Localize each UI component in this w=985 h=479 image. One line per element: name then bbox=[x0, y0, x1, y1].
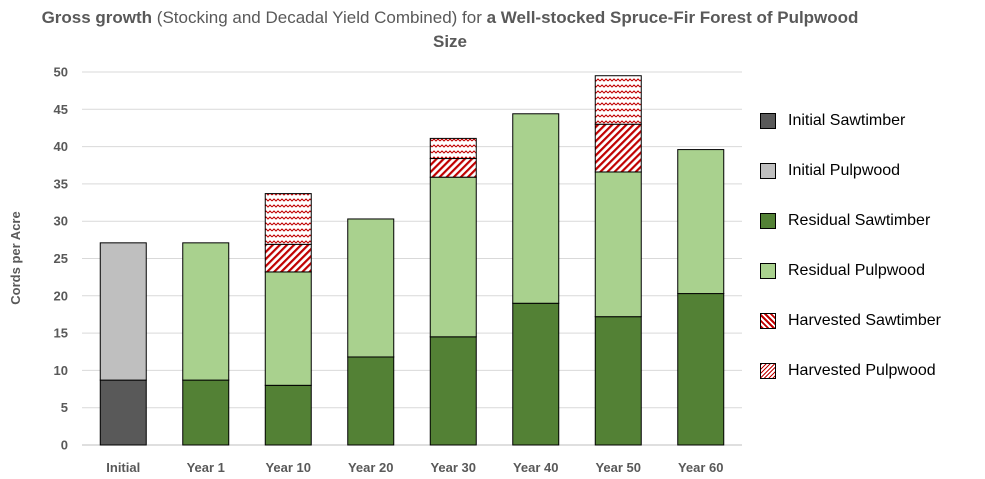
bar-segment bbox=[677, 149, 725, 295]
bar-segment bbox=[347, 218, 395, 358]
x-tick-label: Year 10 bbox=[265, 460, 311, 475]
legend-label: Harvested Pulpwood bbox=[788, 362, 936, 379]
legend-item: Harvested Sawtimber bbox=[760, 296, 941, 346]
legend-item: Initial Sawtimber bbox=[760, 96, 941, 146]
bar-segment bbox=[512, 302, 560, 446]
y-axis-ticks: 0 5 10 15 20 25 30 35 40 45 50 bbox=[54, 65, 68, 453]
x-tick-label: Year 50 bbox=[595, 460, 641, 475]
bar-segment bbox=[594, 75, 642, 125]
x-tick-label: Year 30 bbox=[430, 460, 476, 475]
legend-swatch bbox=[760, 363, 776, 379]
legend-item: Residual Sawtimber bbox=[760, 196, 941, 246]
y-tick-label: 50 bbox=[54, 65, 68, 80]
bar-segment bbox=[182, 242, 230, 381]
y-tick-label: 20 bbox=[54, 288, 68, 303]
bar-segment bbox=[429, 158, 477, 178]
bar-segment bbox=[264, 193, 312, 245]
x-tick-label: Initial bbox=[106, 460, 140, 475]
bar-segment bbox=[429, 336, 477, 446]
bar-segment bbox=[182, 379, 230, 446]
bar-segment bbox=[594, 171, 642, 318]
x-tick-label: Year 1 bbox=[187, 460, 225, 475]
bar-segment bbox=[347, 356, 395, 446]
y-tick-label: 30 bbox=[54, 214, 68, 229]
legend-label: Residual Sawtimber bbox=[788, 212, 931, 229]
bar-segment bbox=[99, 242, 147, 381]
chart-title: Gross growth (Stocking and Decadal Yield… bbox=[40, 6, 860, 54]
x-axis-ticks: Initial Year 1 Year 10 Year 20 Year 30 Year 4… bbox=[106, 460, 723, 475]
bar-segment bbox=[429, 137, 477, 160]
chart-title-regular: (Stocking and Decadal Yield Combined) fo… bbox=[152, 8, 487, 27]
legend-item: Initial Pulpwood bbox=[760, 146, 941, 196]
chart-title-bold-1: Gross growth bbox=[41, 8, 153, 27]
bar-segment bbox=[264, 271, 312, 386]
y-tick-label: 5 bbox=[61, 400, 68, 415]
legend-label: Initial Pulpwood bbox=[788, 162, 901, 179]
legend-label: Residual Pulpwood bbox=[788, 262, 925, 279]
legend-item: Harvested Pulpwood bbox=[760, 346, 941, 396]
y-tick-label: 45 bbox=[54, 102, 68, 117]
y-tick-label: 35 bbox=[54, 176, 68, 191]
y-tick-label: 25 bbox=[54, 251, 68, 266]
bar-segment bbox=[512, 113, 560, 304]
legend-swatch bbox=[760, 213, 776, 229]
legend-label: Initial Sawtimber bbox=[788, 112, 906, 129]
bar-segment bbox=[264, 384, 312, 446]
bar-segment bbox=[264, 243, 312, 273]
x-tick-label: Year 20 bbox=[348, 460, 394, 475]
legend-label: Harvested Sawtimber bbox=[788, 312, 941, 329]
bar-segment bbox=[594, 123, 642, 173]
legend-swatch bbox=[760, 163, 776, 179]
legend-swatch bbox=[760, 313, 776, 329]
grid-lines bbox=[82, 71, 742, 446]
bars bbox=[99, 75, 725, 446]
legend: Initial Sawtimber Initial Pulpwood Residua… bbox=[760, 96, 941, 396]
y-tick-label: 15 bbox=[54, 326, 68, 341]
legend-swatch bbox=[760, 263, 776, 279]
legend-swatch bbox=[760, 113, 776, 129]
y-tick-label: 0 bbox=[61, 438, 68, 453]
y-axis-title: Cords per Acre bbox=[8, 211, 23, 304]
bar-segment bbox=[594, 316, 642, 446]
bar-segment bbox=[677, 293, 725, 446]
legend-item: Residual Pulpwood bbox=[760, 246, 941, 296]
chart-title-bold-2: a Well-stocked Spruce-Fir Forest of Pulp… bbox=[432, 8, 859, 51]
x-tick-label: Year 60 bbox=[678, 460, 724, 475]
x-tick-label: Year 40 bbox=[513, 460, 559, 475]
y-tick-label: 40 bbox=[54, 139, 68, 154]
y-tick-label: 10 bbox=[54, 363, 68, 378]
bar-segment bbox=[99, 379, 147, 446]
bar-segment bbox=[429, 176, 477, 338]
